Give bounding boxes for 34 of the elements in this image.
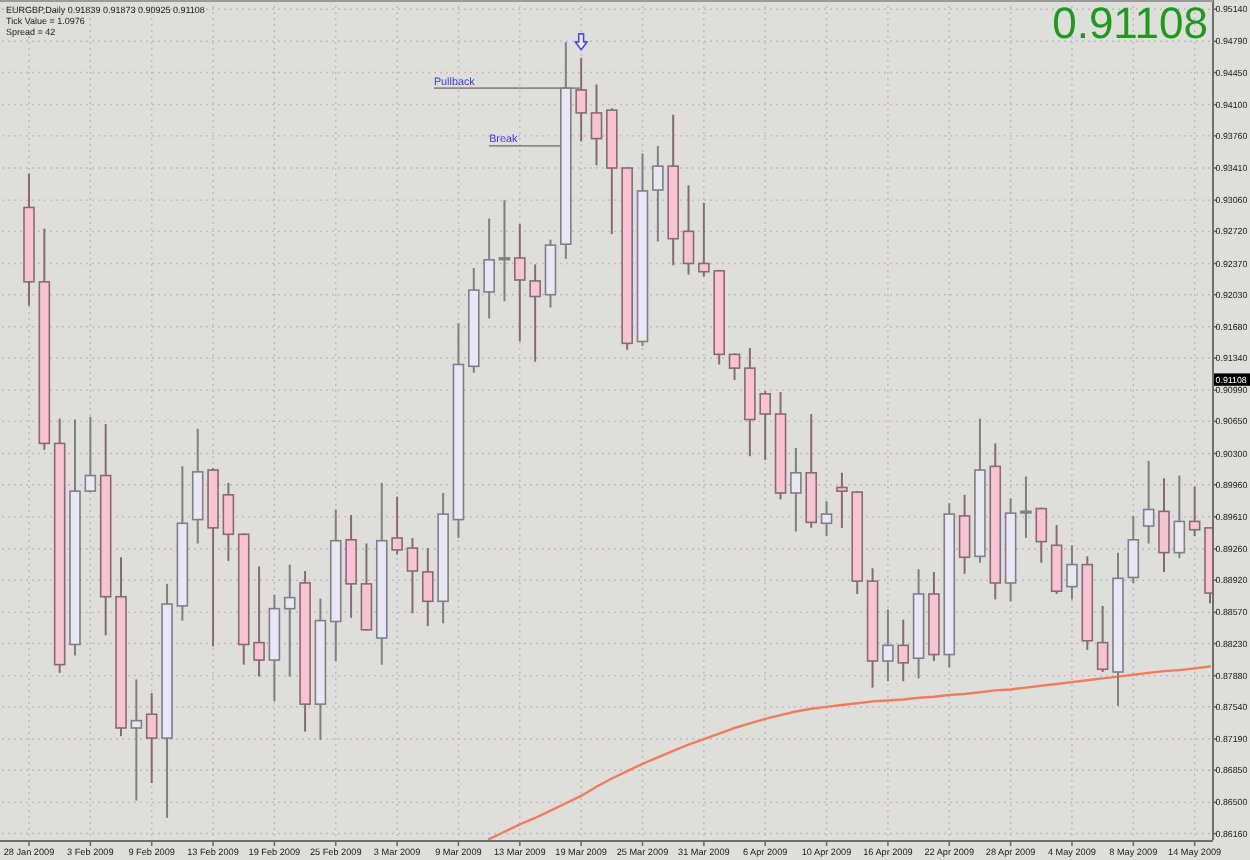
candlestick: [360, 542, 373, 632]
candlestick: [575, 56, 587, 143]
candlestick: [1020, 475, 1032, 539]
annotation: 0.91108: [1052, 0, 1208, 48]
candlestick: [1035, 506, 1048, 564]
candlestick: [1188, 485, 1201, 538]
candlestick: [130, 678, 143, 802]
candlestick: [820, 500, 833, 538]
candlestick: [958, 493, 971, 575]
candlestick: [1142, 459, 1155, 545]
candlestick: [345, 514, 357, 619]
candlestick: [191, 427, 204, 545]
candlestick: [1050, 524, 1063, 595]
candlestick: [1127, 514, 1140, 584]
candlestick: [84, 415, 97, 494]
candlestick: [897, 618, 910, 683]
candlestick: [421, 547, 434, 628]
candlestick: [145, 692, 158, 785]
candlestick: [1158, 477, 1170, 573]
candlestick: [682, 184, 695, 276]
candlestick: [391, 495, 403, 556]
candlestick: [1066, 544, 1078, 601]
candlestick: [790, 447, 802, 533]
candlestick: [406, 536, 419, 615]
candlestick: [283, 563, 296, 678]
candlestick: [590, 83, 603, 167]
candlestick: [1173, 474, 1186, 560]
candlestick: [498, 199, 511, 303]
candlestick: [222, 481, 235, 562]
candlestick: [1096, 604, 1109, 673]
candlestick: [728, 352, 741, 382]
candlestick: [882, 608, 894, 683]
candlestick: [652, 144, 664, 243]
line-series: [487, 665, 1212, 840]
